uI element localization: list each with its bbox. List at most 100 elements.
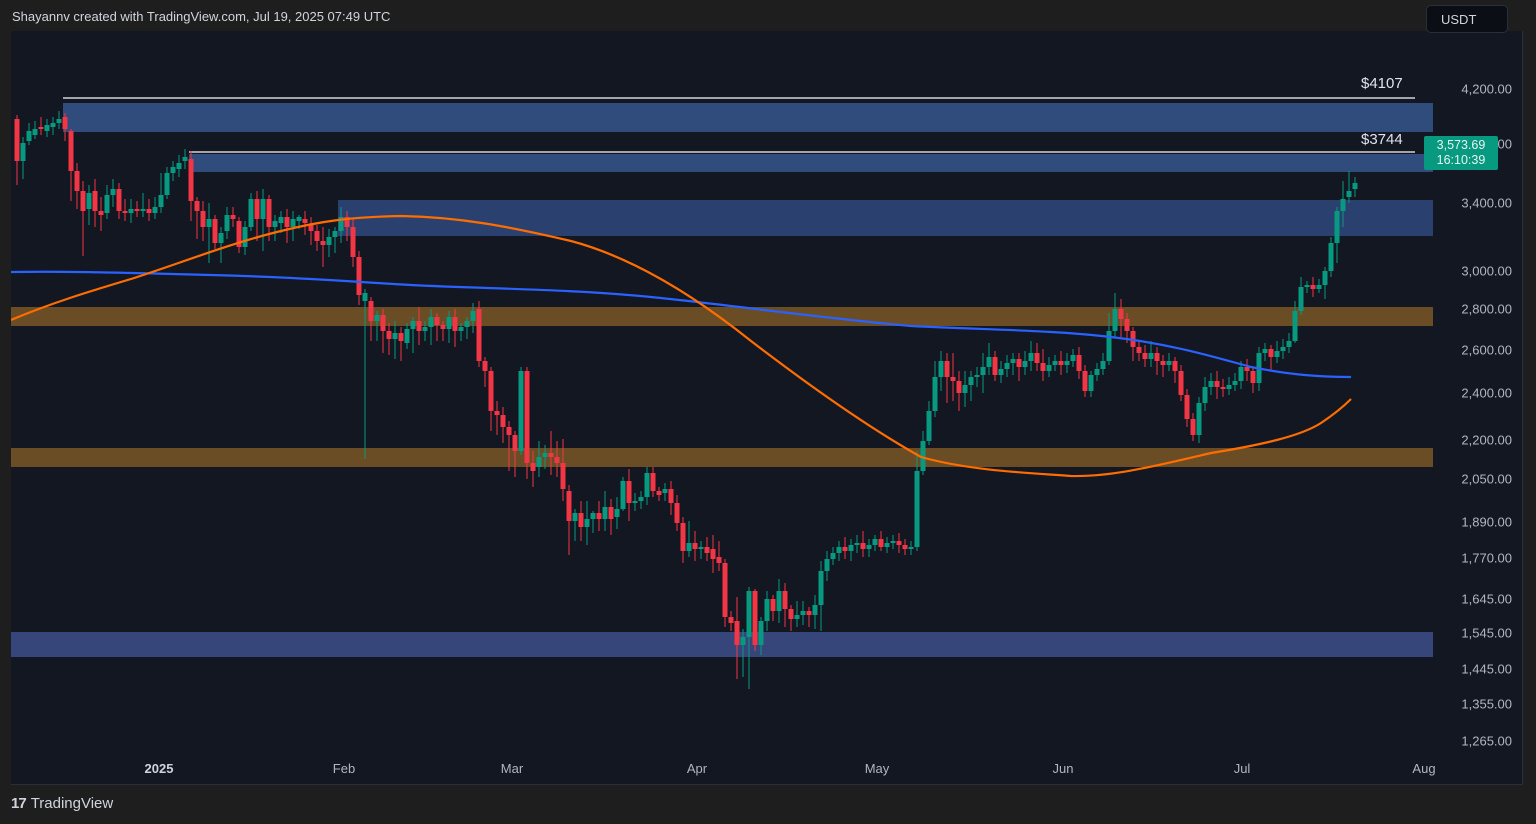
candle-body [974,375,980,377]
moving-average-orange [11,214,1352,478]
price-plot[interactable] [11,31,1433,753]
candle-body [14,119,20,161]
candle-body [332,231,338,237]
candle-body [1220,387,1226,389]
candle-body [1016,359,1022,367]
candle-body [68,131,74,171]
candle-body [1238,367,1244,381]
time-tick: Feb [332,761,356,776]
candle-body [698,547,704,549]
candle-body [536,457,542,467]
candle-body [818,571,824,605]
candle-body [1202,387,1208,403]
time-tick: Jun [1052,761,1074,776]
level-label-0: $4107 [1361,75,1403,92]
price-axis[interactable]: 4,200.003,800.003,400.003,000.002,800.00… [1433,31,1522,784]
candle-body [194,201,200,211]
candle-body [206,219,212,227]
candle-body [566,491,572,521]
supply-zone-4107 [63,103,1433,132]
candle-body [428,317,434,327]
time-tick: Apr [686,761,708,776]
candle-body [128,209,134,213]
currency-selector[interactable]: USDT [1426,5,1508,33]
candle-body [896,541,902,545]
candle-body [1010,359,1016,363]
candle-body [1262,349,1268,353]
candle-body [1298,287,1304,311]
candle-body [80,191,86,211]
candle-body [806,611,812,615]
candle-body [686,543,692,551]
candle-body [848,545,854,551]
candle-body [986,357,992,367]
tradingview-brand: TradingView [30,795,114,812]
candle-body [464,321,470,327]
candle-body [836,547,842,553]
resistance-zone-2800 [11,307,1433,326]
candle-body [704,547,710,553]
price-tick: 2,800.00 [1461,301,1512,317]
candle-body [1094,369,1100,375]
price-tick: 3,000.00 [1461,263,1512,279]
candle-body [800,611,806,615]
price-tick: 2,600.00 [1461,342,1512,358]
price-tick: 2,200.00 [1461,432,1512,448]
candle-body [956,381,962,393]
time-axis[interactable]: 2025 Feb Mar Apr May Jun Jul Aug [11,753,1436,784]
candle-body [374,315,380,321]
candle-body [584,519,590,527]
candle-body [1322,271,1328,285]
candle-body [170,167,176,173]
candle-body [968,377,974,385]
candle-body [830,553,836,559]
candle-body [842,547,848,551]
candle-body [944,361,950,377]
candle-body [1112,309,1118,331]
candle-body [344,217,350,227]
time-tick: May [864,761,890,776]
candlestick-chart [11,97,1433,689]
candle-body [92,191,98,211]
candle-body [116,189,122,211]
candle-body [452,317,458,331]
candle-body [530,463,536,471]
candle-body [668,489,674,503]
candle-body [1076,355,1082,371]
candle-body [326,237,332,245]
candle-body [1058,361,1064,365]
candle-body [662,489,668,493]
candle-body [1316,285,1322,289]
candle-body [290,219,296,227]
time-tick: 2025 [144,761,174,776]
candle-body [386,331,392,339]
candle-body [302,219,308,223]
moving-average-blue [11,270,1352,379]
candle-body [716,557,722,563]
candle-body [320,241,326,245]
tradingview-logo-icon: 17 [11,795,27,812]
candle-body [398,333,404,341]
candle-body [998,369,1004,375]
candle-body [20,143,26,161]
candle-body [458,327,464,331]
candle-body [164,173,170,195]
candle-body [932,377,938,411]
time-tick: Jul [1233,761,1251,776]
candle-body [74,171,80,191]
candle-body [410,321,416,329]
candle-body [860,543,866,549]
candle-body [1166,361,1172,365]
candle-body [1046,365,1052,371]
candle-body [1154,353,1160,361]
candle-body [596,513,602,519]
candle-body [632,501,638,503]
candle-body [620,481,626,509]
candle-body [938,361,944,377]
candle-body [380,315,386,331]
candle-body [734,621,740,645]
candle-body [476,309,482,361]
candle-body [1118,309,1124,319]
candle-body [710,549,716,559]
candle-body [782,591,788,609]
